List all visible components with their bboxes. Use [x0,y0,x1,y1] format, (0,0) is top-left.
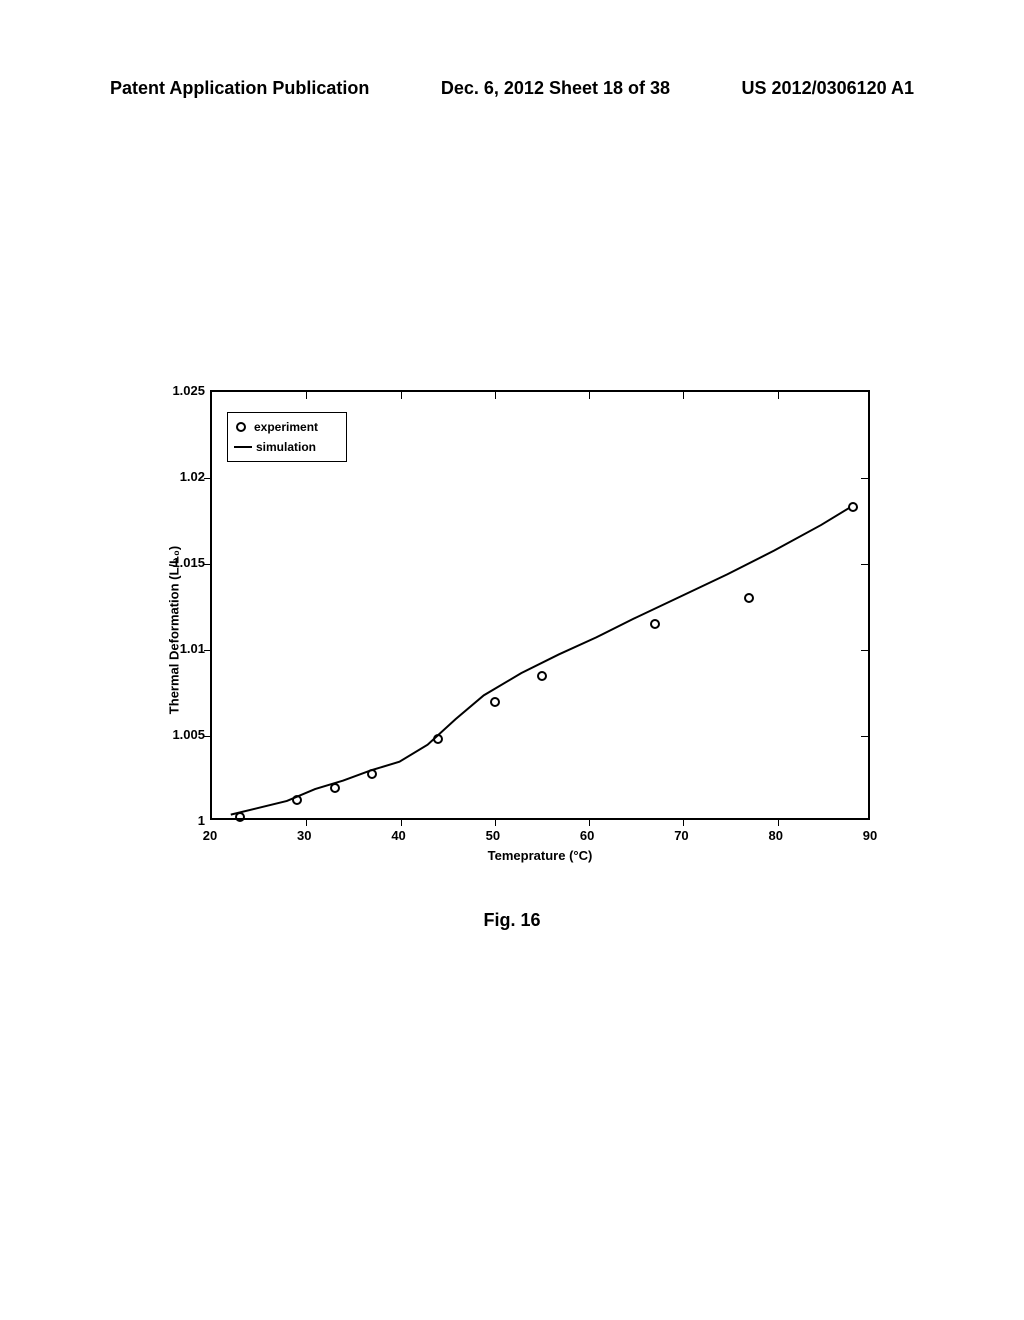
experiment-marker [367,769,377,779]
plot-area: experiment simulation [210,390,870,820]
xtick-mark-top [401,391,402,399]
ytick-mark [204,650,212,651]
xtick-mark-top [778,391,779,399]
xtick-mark-top [589,391,590,399]
xtick-label: 30 [297,828,311,843]
xtick-label: 90 [863,828,877,843]
xtick-label: 60 [580,828,594,843]
legend-line-icon [234,446,252,448]
experiment-marker [433,734,443,744]
xtick-mark [683,818,684,826]
xtick-label: 80 [768,828,782,843]
experiment-marker [292,795,302,805]
xtick-mark [589,818,590,826]
ytick-mark [204,736,212,737]
ytick-mark [204,564,212,565]
xtick-label: 40 [391,828,405,843]
xtick-mark [495,818,496,826]
xtick-mark [306,818,307,826]
yaxis-title: Thermal Deformation (L/L₀) [167,546,182,714]
ytick-mark [204,478,212,479]
experiment-marker [744,593,754,603]
xtick-label: 20 [203,828,217,843]
xtick-mark-top [683,391,684,399]
ytick-mark-right [861,478,869,479]
xtick-mark-top [495,391,496,399]
experiment-marker [330,783,340,793]
legend-row-simulation: simulation [232,437,342,457]
header-left: Patent Application Publication [110,78,369,99]
xtick-mark-top [306,391,307,399]
patent-header: Patent Application Publication Dec. 6, 2… [0,78,1024,99]
xtick-label: 70 [674,828,688,843]
legend-row-experiment: experiment [232,417,342,437]
experiment-marker [848,502,858,512]
ytick-mark-right [861,564,869,565]
legend-circle-icon [236,422,246,432]
ytick-mark-right [861,736,869,737]
chart-container: experiment simulation 20 30 40 50 60 70 80 90 1… [135,380,895,880]
simulation-path [231,508,849,815]
legend-box: experiment simulation [227,412,347,462]
ytick-mark-right [861,650,869,651]
experiment-marker [537,671,547,681]
ytick-label: 1.01 [180,641,205,656]
xtick-mark [778,818,779,826]
xtick-label: 50 [486,828,500,843]
xtick-mark [401,818,402,826]
ytick-label: 1.025 [172,383,205,398]
header-right: US 2012/0306120 A1 [742,78,914,99]
ytick-label: 1.02 [180,469,205,484]
experiment-marker [235,812,245,822]
xaxis-title: Temeprature (°C) [488,848,593,863]
ytick-label: 1 [198,813,205,828]
figure-caption: Fig. 16 [483,910,540,931]
experiment-marker [650,619,660,629]
legend-experiment-label: experiment [254,420,318,434]
header-center: Dec. 6, 2012 Sheet 18 of 38 [441,78,670,99]
legend-simulation-label: simulation [256,440,316,454]
ytick-label: 1.005 [172,727,205,742]
experiment-marker [490,697,500,707]
